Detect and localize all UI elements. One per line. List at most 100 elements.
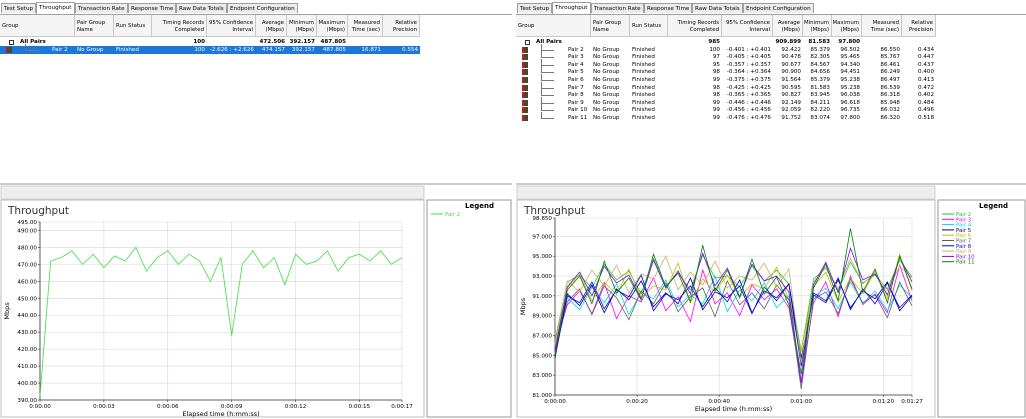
- table-cell: 0.518: [917, 115, 934, 121]
- column-header: Run Status: [114, 15, 152, 37]
- x-tick-label: 0:00:09: [221, 404, 243, 410]
- table-cell: 97.800: [840, 115, 860, 121]
- x-tick-label: 0:01:27: [901, 399, 923, 405]
- y-tick-label: 95.000: [532, 254, 552, 260]
- row-icon: [522, 107, 528, 114]
- tree-line: [25, 44, 38, 51]
- table-cell: 83.945: [810, 92, 830, 99]
- row-icon: [522, 92, 528, 99]
- tab[interactable]: Raw Data Totals: [692, 3, 743, 13]
- table-cell: 90.827: [781, 92, 801, 99]
- expand-box: [525, 39, 530, 45]
- x-tick-label: 0:00:06: [157, 404, 179, 410]
- table-cell: 0.413: [917, 77, 934, 83]
- tab[interactable]: Response Time: [128, 3, 177, 13]
- y-tick-label: 430.00: [17, 330, 37, 336]
- table-cell: 0.437: [917, 61, 934, 68]
- legend-title: Legend: [979, 202, 1008, 210]
- tree-line: [541, 43, 554, 51]
- table-cell: 472.506: [259, 39, 285, 45]
- tab[interactable]: Transaction Rate: [591, 3, 644, 13]
- table-cell: 84.211: [810, 99, 830, 106]
- table-cell: -0.401 : +0.401: [726, 46, 771, 53]
- x-tick-label: 0:00:03: [93, 404, 115, 410]
- tab[interactable]: Response Time: [644, 3, 693, 13]
- tab-underline: [0, 14, 512, 15]
- tab[interactable]: Test Setup: [517, 3, 553, 13]
- table-cell: 91.752: [781, 115, 801, 121]
- tab[interactable]: Throughput: [552, 2, 591, 14]
- x-tick-label: 0:00:20: [626, 399, 648, 405]
- column-header: Measured Time (sec): [862, 15, 902, 37]
- column-header: Maximum (Mbps): [317, 15, 348, 37]
- legend-box: [937, 199, 1026, 418]
- table-cell: 487.805: [322, 47, 346, 53]
- table-cell: 86.497: [880, 77, 900, 83]
- tab[interactable]: Endpoint Configuration: [743, 3, 814, 13]
- tab[interactable]: Test Setup: [1, 3, 37, 13]
- tab[interactable]: Throughput: [36, 2, 75, 14]
- row-icon: [522, 54, 528, 61]
- legend-label: Pair 7: [956, 239, 971, 245]
- y-tick-label: 440.00: [17, 313, 37, 319]
- table-cell: 84.567: [810, 61, 830, 68]
- table-cell: 99: [712, 99, 720, 106]
- y-tick-label: 450.00: [17, 296, 37, 302]
- table-cell: 95: [712, 61, 720, 68]
- y-axis-label: Mbps: [519, 297, 527, 315]
- tab[interactable]: Endpoint Configuration: [227, 3, 298, 13]
- table-cell: 100: [193, 39, 205, 45]
- tree-line: [541, 112, 554, 119]
- table-cell: No Group: [593, 61, 620, 68]
- table-cell: Pair 2: [52, 47, 68, 53]
- y-tick-label: 81.000: [532, 393, 552, 399]
- table-cell: 95.465: [840, 54, 860, 61]
- table-cell: 86.550: [880, 46, 900, 53]
- tab[interactable]: Raw Data Totals: [176, 3, 227, 13]
- column-header: 95% Confidence Interval: [207, 15, 256, 37]
- table-cell: 85.379: [810, 46, 830, 53]
- table-cell: Finished: [632, 46, 655, 53]
- row-icon: [522, 115, 528, 121]
- table-cell: 95.238: [840, 77, 860, 83]
- table-cell: 96.735: [840, 107, 860, 114]
- legend-title: Legend: [465, 202, 494, 210]
- table-cell: Finished: [632, 54, 655, 61]
- table-cell: 96.502: [840, 46, 860, 53]
- legend-label: Pair 2: [956, 212, 971, 218]
- column-header: Relative Precision: [383, 15, 420, 37]
- table-cell: Finished: [632, 99, 655, 106]
- table-cell: 90.677: [781, 61, 801, 68]
- legend-label: Pair 8: [956, 244, 972, 250]
- expand-box: [9, 39, 14, 45]
- y-tick-label: 420.00: [17, 347, 37, 353]
- table-cell: 90.478: [781, 54, 801, 61]
- y-tick-label: 89.000: [532, 314, 552, 320]
- table-cell: -0.425 : +0.425: [726, 84, 771, 91]
- table-cell: Pair 2: [568, 46, 584, 53]
- x-tick-label: 0:00:12: [285, 404, 307, 410]
- table-cell: 100: [194, 47, 205, 53]
- table-cell: 98: [712, 69, 720, 76]
- column-header: Minimum (Mbps): [803, 15, 832, 37]
- y-tick-label: 490.00: [17, 228, 37, 234]
- table-cell: 0.402: [917, 92, 934, 99]
- table-cell: Pair 7: [568, 84, 584, 91]
- table-cell: Finished: [632, 107, 655, 114]
- legend-label: Pair 10: [956, 254, 975, 260]
- row-icon: [522, 77, 528, 83]
- chart-header-strip: [0, 185, 425, 200]
- tab[interactable]: Transaction Rate: [75, 3, 128, 13]
- x-axis-label: Elapsed time (h:mm:ss): [182, 410, 259, 418]
- table-cell: 98: [712, 92, 720, 99]
- table-cell: -0.405 : +0.405: [726, 54, 771, 61]
- y-tick-label: 91.000: [532, 294, 552, 300]
- table-cell: 91.564: [781, 77, 801, 83]
- row-icon: [522, 61, 528, 68]
- series-line: [554, 274, 913, 367]
- tab-underline: [516, 14, 1026, 15]
- column-header: Pair Group Name: [591, 15, 630, 37]
- series-line: [554, 246, 913, 384]
